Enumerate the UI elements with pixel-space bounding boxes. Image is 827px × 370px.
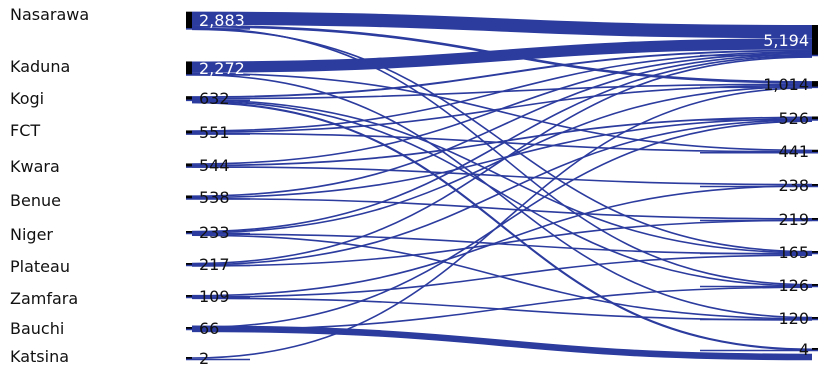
flow-link <box>192 56 812 232</box>
right-node-value: 126 <box>778 276 809 295</box>
left-node-value: 544 <box>199 156 230 175</box>
left-node-bar <box>186 12 192 29</box>
left-node-value: 538 <box>199 188 230 207</box>
left-node-value: 2 <box>199 349 209 368</box>
flow-link <box>192 199 812 219</box>
right-node-value: 1,014 <box>763 75 809 94</box>
left-node-bar <box>186 231 192 233</box>
left-node-name: Benue <box>10 191 61 210</box>
left-node-value: 217 <box>199 255 230 274</box>
right-node-value: 441 <box>778 142 809 161</box>
flow-links <box>192 18 812 358</box>
left-node-bar <box>186 96 192 100</box>
right-node-value: 219 <box>778 210 809 229</box>
right-node-bar <box>812 317 818 319</box>
right-node-value: 4 <box>799 340 809 359</box>
right-node-value: 526 <box>778 109 809 128</box>
left-node-value: 2,883 <box>199 11 245 30</box>
left-node-bar <box>186 61 192 74</box>
right-node-value: 120 <box>778 309 809 328</box>
left-node-bar <box>186 295 192 297</box>
right-node-bar <box>812 348 818 350</box>
left-node-name: Zamfara <box>10 289 78 308</box>
left-node-name: FCT <box>10 121 40 140</box>
left-node-bar <box>186 195 192 198</box>
left-node-bar <box>186 327 192 329</box>
left-node-name: Plateau <box>10 257 70 276</box>
right-node-bar <box>812 81 818 87</box>
left-node-value: 233 <box>199 223 230 242</box>
left-node-value: 551 <box>199 123 230 142</box>
left-node-value: 632 <box>199 89 230 108</box>
flow-link <box>192 167 812 185</box>
right-node-bar <box>812 25 818 55</box>
left-node-value: 2,272 <box>199 59 245 78</box>
left-node-name: Kaduna <box>10 57 70 76</box>
left-node-name: Niger <box>10 225 53 244</box>
right-node-bar <box>812 116 818 119</box>
right-node-value: 238 <box>778 176 809 195</box>
left-node-bar <box>186 263 192 265</box>
right-node-value: 165 <box>778 243 809 262</box>
flow-link <box>192 329 812 357</box>
flow-link <box>192 133 812 151</box>
left-node-bar <box>186 357 192 359</box>
right-node-value: 5,194 <box>763 31 809 50</box>
right-node-bar <box>812 150 818 153</box>
left-node-value: 109 <box>199 287 230 306</box>
left-node-name: Bauchi <box>10 319 64 338</box>
left-node-bar <box>186 163 192 166</box>
right-node-bar <box>812 284 818 286</box>
right-node-bar <box>812 218 818 220</box>
left-node-value: 66 <box>199 319 219 338</box>
left-node-bar <box>186 130 192 133</box>
flow-link <box>192 18 812 31</box>
right-node-bar <box>812 251 818 253</box>
left-node-name: Katsina <box>10 347 69 366</box>
right-node-bar <box>812 184 818 186</box>
left-node-name: Kogi <box>10 89 44 108</box>
left-node-name: Kwara <box>10 157 60 176</box>
left-node-name: Nasarawa <box>10 5 89 24</box>
